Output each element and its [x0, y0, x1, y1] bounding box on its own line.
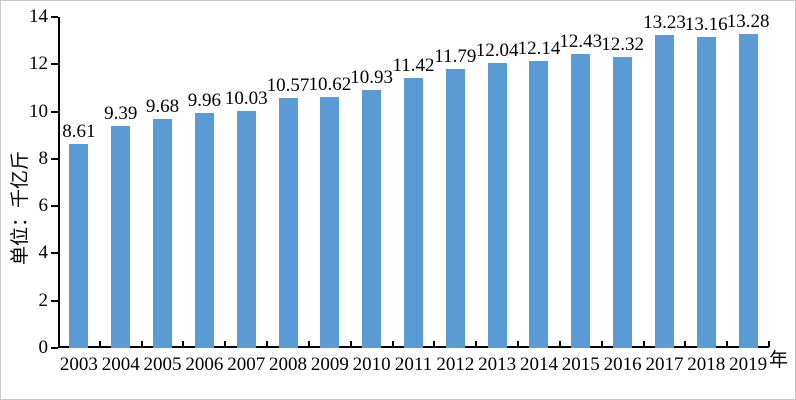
x-tick-mark: [391, 341, 394, 347]
x-tick-mark: [475, 341, 478, 347]
x-tick-label: 2018: [687, 354, 726, 375]
bar: [236, 110, 256, 348]
x-tick-mark: [98, 341, 101, 347]
bar-value-label: 10.62: [308, 73, 352, 95]
bar: [696, 36, 716, 348]
bar: [153, 119, 173, 348]
x-tick-label: 2008: [269, 354, 308, 375]
x-tick-label: 2014: [519, 354, 558, 375]
y-tick-mark: [51, 110, 58, 113]
y-tick-mark: [51, 205, 58, 208]
bar-value-label: 9.39: [104, 102, 138, 124]
bar-value-label: 12.43: [559, 31, 603, 53]
bar-value-label: 9.96: [187, 89, 221, 111]
x-tick-mark: [266, 341, 269, 347]
bar: [69, 144, 89, 348]
bar-value-label: 10.93: [350, 66, 394, 88]
bar-value-label: 9.68: [145, 96, 180, 118]
x-tick-mark: [182, 341, 185, 347]
x-tick-label: 2015: [561, 354, 600, 375]
bar: [404, 77, 423, 348]
x-tick-label: 2019: [729, 354, 768, 375]
bar-value-label: 11.42: [392, 54, 435, 76]
y-tick-label: 10: [29, 100, 48, 122]
y-tick-label: 14: [29, 6, 48, 27]
x-tick-mark: [307, 341, 310, 347]
x-tick-label: 2005: [143, 354, 182, 375]
y-tick-mark: [51, 252, 58, 255]
bar: [613, 56, 633, 348]
x-tick-label: 2013: [478, 354, 517, 375]
bar: [362, 89, 382, 348]
bar-value-label: 12.04: [475, 40, 519, 62]
x-tick-label: 2010: [352, 354, 391, 375]
x-axis-unit-label: 年: [769, 350, 789, 371]
x-tick-mark: [684, 341, 687, 347]
x-tick-mark: [600, 341, 603, 347]
y-tick-label: 12: [29, 53, 48, 75]
bar: [738, 34, 758, 348]
y-tick-label: 2: [38, 289, 49, 311]
bar-value-label: 11.79: [434, 46, 477, 68]
y-tick-mark: [51, 16, 58, 18]
bar: [111, 125, 131, 348]
x-tick-mark: [433, 341, 436, 347]
bar: [529, 60, 549, 348]
y-tick-mark: [51, 299, 58, 302]
y-tick-mark: [51, 347, 58, 349]
x-tick-label: 2016: [603, 354, 642, 375]
x-tick-mark: [140, 341, 143, 347]
bar-value-label: 8.61: [62, 121, 96, 143]
bar: [320, 96, 340, 348]
x-tick-mark: [517, 341, 520, 347]
x-tick-label: 2007: [227, 354, 266, 375]
x-tick-label: 2012: [436, 354, 475, 375]
bar: [487, 63, 507, 348]
bar-value-label: 10.57: [266, 75, 310, 97]
x-tick-mark: [642, 341, 645, 347]
bar: [194, 112, 214, 348]
bar-value-label: 13.16: [684, 13, 728, 35]
y-tick-label: 4: [38, 242, 49, 264]
x-tick-label: 2003: [59, 354, 98, 375]
x-tick-mark: [224, 341, 227, 347]
bar-value-label: 13.28: [726, 11, 770, 33]
x-tick-mark: [558, 341, 561, 347]
bar: [278, 98, 298, 348]
x-tick-mark: [726, 341, 729, 347]
x-tick-label: 2011: [394, 354, 433, 375]
x-tick-label: 2009: [310, 354, 349, 375]
bar-value-label: 13.23: [643, 12, 686, 34]
y-tick-mark: [51, 157, 58, 160]
y-tick-mark: [51, 63, 58, 66]
bar-value-label: 10.03: [224, 87, 268, 109]
bar: [654, 35, 674, 348]
x-tick-label: 2004: [101, 354, 140, 375]
bar-value-label: 12.14: [517, 37, 561, 59]
bar: [445, 69, 465, 348]
x-tick-mark: [349, 341, 352, 347]
x-tick-label: 2017: [645, 354, 684, 375]
bar-value-label: 12.32: [601, 33, 644, 55]
y-tick-label: 0: [38, 337, 49, 358]
x-tick-mark: [768, 341, 770, 347]
bar: [571, 54, 591, 348]
y-tick-label: 8: [38, 147, 49, 169]
y-tick-label: 6: [38, 195, 49, 217]
x-tick-label: 2006: [185, 354, 224, 375]
